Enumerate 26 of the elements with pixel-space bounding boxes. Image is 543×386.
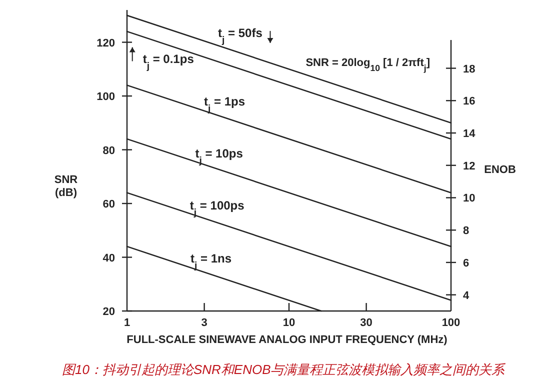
series-label: t$_{j}$ = 50fs [218, 26, 263, 46]
x-tick-label: 3 [201, 317, 208, 329]
y2-tick-label: 14 [463, 128, 476, 140]
annotation: SNR = 20log$_{10}$ [1 / 2πft$_{j}$] [306, 57, 430, 73]
y-tick-label: 60 [102, 198, 115, 210]
y-tick-label: 100 [96, 91, 115, 103]
y-tick-label: 20 [102, 306, 115, 318]
y-tick-label: 120 [96, 37, 115, 50]
x-tick-label: 1 [124, 317, 130, 329]
legend-label: t$_{j}$ = 0.1ps [142, 52, 194, 72]
x-tick-label: 100 [442, 317, 460, 329]
x-tick-label: 30 [360, 317, 372, 329]
y2-tick-label: 6 [463, 257, 470, 270]
x-axis-title: FULL-SCALE SINEWAVE ANALOG INPUT FREQUENCY (MHz) [126, 334, 448, 346]
y2-tick-label: 8 [463, 225, 470, 238]
y2-tick-label: 18 [463, 63, 476, 76]
y2-tick-label: 4 [463, 290, 470, 302]
y2-tick-label: 10 [463, 192, 476, 205]
text: 图10：抖动引起的理论SNR和ENOB与满量程正弦波模拟输入频率之间的关系 [62, 362, 506, 377]
y2-tick-label: 16 [463, 96, 476, 108]
y-tick-label: 40 [102, 252, 115, 264]
y2-axis-title: ENOB [484, 164, 516, 176]
y-tick-label: 80 [102, 144, 115, 157]
y-axis-title: SNR (dB) [54, 174, 78, 199]
x-tick-label: 10 [282, 317, 296, 329]
y2-tick-label: 12 [463, 160, 476, 172]
